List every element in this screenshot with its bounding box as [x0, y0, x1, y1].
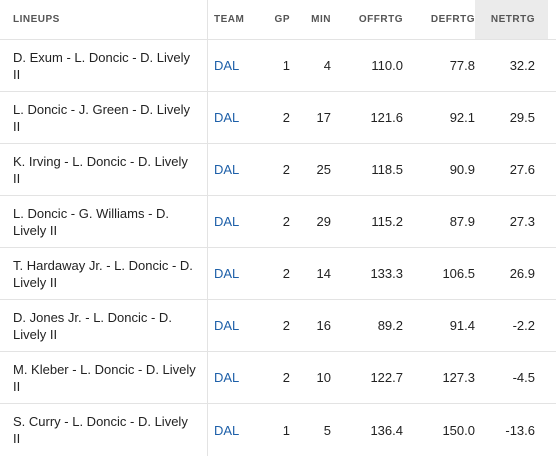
header-team[interactable]: TEAM [207, 0, 262, 39]
team-cell: DAL [207, 404, 262, 456]
team-cell: DAL [207, 144, 262, 195]
table-row: L. Doncic - G. Williams - D. Lively II D… [0, 196, 556, 248]
offrtg-cell: 118.5 [371, 162, 403, 177]
defrtg-cell: 87.9 [449, 214, 475, 229]
table-row: L. Doncic - J. Green - D. Lively II DAL … [0, 92, 556, 144]
header-lineups[interactable]: LINEUPS [13, 14, 60, 25]
defrtg-cell: 92.1 [449, 110, 475, 125]
gp-cell: 2 [282, 214, 290, 229]
defrtg-cell: 90.9 [449, 162, 475, 177]
gp-cell: 1 [282, 422, 290, 438]
min-cell: 17 [316, 110, 331, 125]
table-row: D. Exum - L. Doncic - D. Lively II DAL 1… [0, 40, 556, 92]
lineup-cell: M. Kleber - L. Doncic - D. Lively II [13, 361, 196, 394]
defrtg-cell: 106.5 [442, 266, 475, 281]
min-cell: 10 [316, 370, 331, 385]
netrtg-cell: -13.6 [505, 422, 535, 438]
header-gp[interactable]: GP [274, 14, 290, 25]
gp-cell: 2 [282, 162, 290, 177]
min-cell: 14 [316, 266, 331, 281]
lineup-cell: K. Irving - L. Doncic - D. Lively II [13, 153, 188, 186]
netrtg-cell: 27.3 [509, 214, 535, 229]
table-row: M. Kleber - L. Doncic - D. Lively II DAL… [0, 352, 556, 404]
defrtg-cell: 127.3 [442, 370, 475, 385]
min-cell: 16 [316, 318, 331, 333]
offrtg-cell: 122.7 [370, 370, 403, 385]
gp-cell: 2 [282, 318, 290, 333]
offrtg-cell: 89.2 [377, 318, 403, 333]
team-link[interactable]: DAL [214, 214, 240, 229]
offrtg-cell: 110.0 [371, 58, 403, 73]
header-offrtg[interactable]: OFFRTG [358, 14, 403, 25]
netrtg-cell: 27.6 [509, 162, 535, 177]
team-link[interactable]: DAL [214, 266, 240, 281]
defrtg-cell: 91.4 [449, 318, 475, 333]
netrtg-cell: -4.5 [512, 370, 535, 385]
header-defrtg[interactable]: DEFRTG [430, 14, 475, 25]
offrtg-cell: 115.2 [371, 214, 403, 229]
team-cell: DAL [207, 300, 262, 351]
min-cell: 4 [323, 58, 331, 73]
team-link[interactable]: DAL [214, 110, 240, 125]
table-row: D. Jones Jr. - L. Doncic - D. Lively II … [0, 300, 556, 352]
min-cell: 25 [316, 162, 331, 177]
header-min[interactable]: MIN [311, 14, 331, 25]
gp-cell: 1 [282, 58, 290, 73]
team-cell: DAL [207, 248, 262, 299]
team-link[interactable]: DAL [214, 58, 240, 73]
team-cell: DAL [207, 196, 262, 247]
team-cell: DAL [207, 92, 262, 143]
lineup-cell: L. Doncic - J. Green - D. Lively II [13, 101, 190, 134]
team-link[interactable]: DAL [214, 162, 240, 177]
defrtg-cell: 150.0 [442, 422, 475, 438]
table-row: T. Hardaway Jr. - L. Doncic - D. Lively … [0, 248, 556, 300]
offrtg-cell: 136.4 [370, 422, 403, 438]
gp-cell: 2 [282, 110, 290, 125]
netrtg-cell: 29.5 [509, 110, 535, 125]
table-header: LINEUPS TEAM GP MIN OFFRTG DEFRTG NETRTG [0, 0, 556, 40]
team-link[interactable]: DAL [214, 318, 240, 333]
min-cell: 5 [323, 422, 331, 438]
table-row: S. Curry - L. Doncic - D. Lively II DAL … [0, 404, 556, 456]
team-cell: DAL [207, 40, 262, 91]
gp-cell: 2 [282, 370, 290, 385]
netrtg-cell: 32.2 [509, 58, 535, 73]
offrtg-cell: 121.6 [370, 110, 403, 125]
lineup-cell: D. Jones Jr. - L. Doncic - D. Lively II [13, 309, 172, 342]
netrtg-cell: 26.9 [509, 266, 535, 281]
min-cell: 29 [316, 214, 331, 229]
team-link[interactable]: DAL [214, 422, 240, 438]
netrtg-cell: -2.2 [512, 318, 535, 333]
header-netrtg-sorted[interactable]: NETRTG [475, 0, 548, 39]
team-cell: DAL [207, 352, 262, 403]
lineup-cell: D. Exum - L. Doncic - D. Lively II [13, 49, 190, 82]
gp-cell: 2 [282, 266, 290, 281]
lineup-cell: S. Curry - L. Doncic - D. Lively II [13, 414, 188, 446]
lineup-cell: T. Hardaway Jr. - L. Doncic - D. Lively … [13, 257, 193, 290]
table-row: K. Irving - L. Doncic - D. Lively II DAL… [0, 144, 556, 196]
defrtg-cell: 77.8 [449, 58, 475, 73]
lineup-cell: L. Doncic - G. Williams - D. Lively II [13, 205, 170, 238]
team-link[interactable]: DAL [214, 370, 240, 385]
table-body: D. Exum - L. Doncic - D. Lively II DAL 1… [0, 40, 556, 456]
offrtg-cell: 133.3 [370, 266, 403, 281]
